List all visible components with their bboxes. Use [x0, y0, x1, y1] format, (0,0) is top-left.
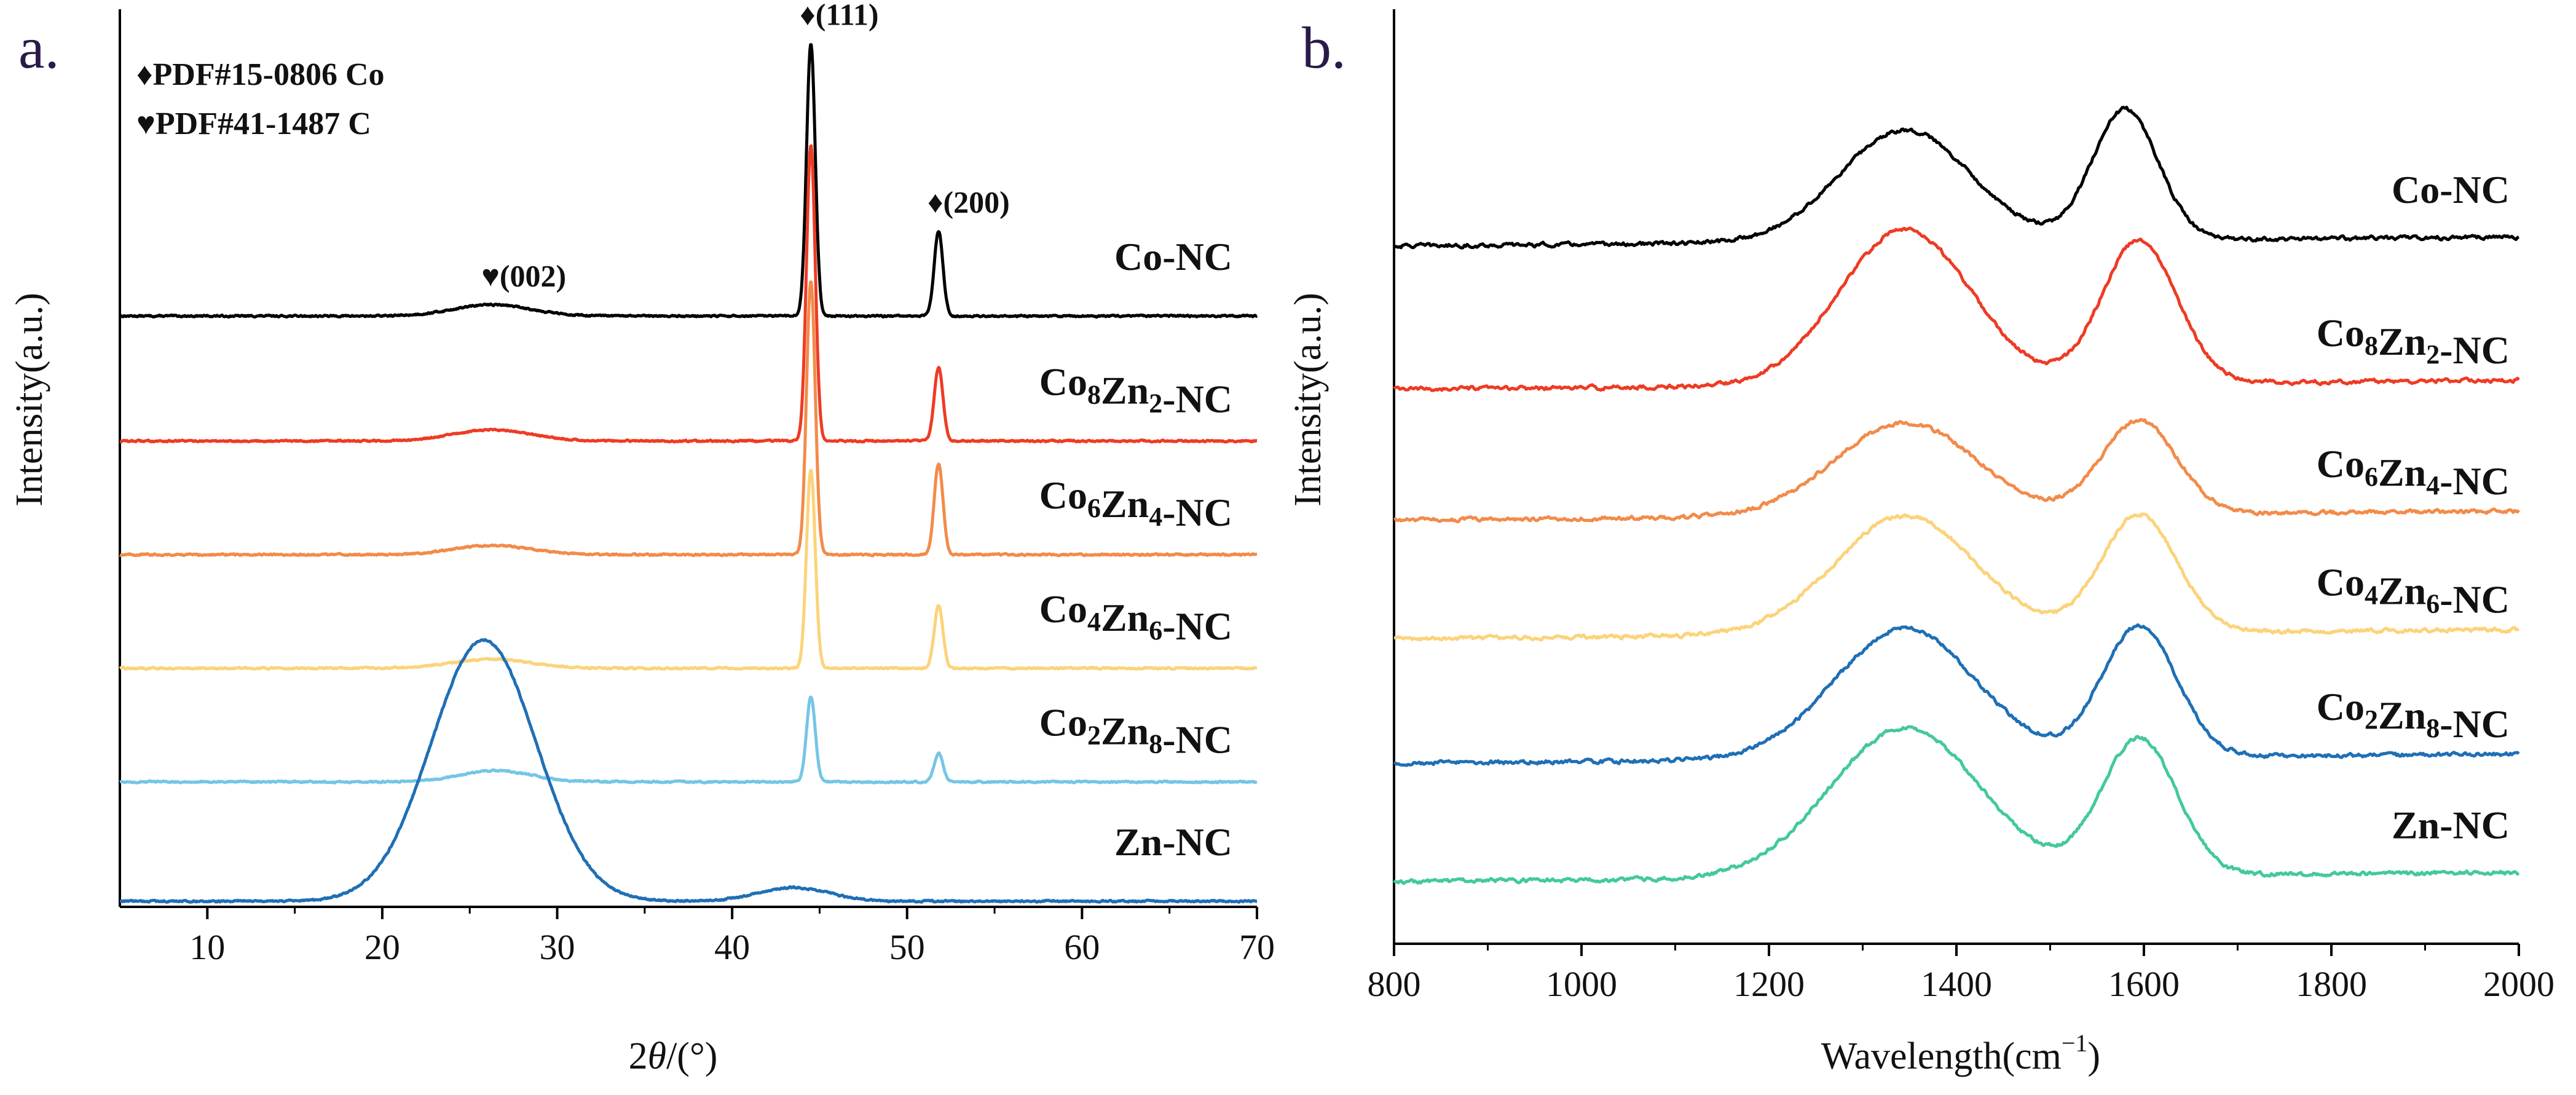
- x-title-prefix: 2: [629, 1035, 648, 1077]
- panel-b-letter: b.: [1302, 15, 1346, 81]
- x-tick-label: 50: [889, 927, 925, 967]
- x-tick-label: 800: [1368, 964, 1421, 1004]
- heart-icon: ♥: [481, 259, 500, 293]
- series-line-3: [1393, 512, 2519, 642]
- series-label-4: Co2Zn8-NC: [2317, 685, 2510, 746]
- series-label-1: Co8Zn2-NC: [1039, 360, 1232, 421]
- series-label-0: Co-NC: [2392, 168, 2510, 211]
- peak-label-0: ♥(002): [481, 259, 566, 293]
- panel-a-series-labels: Co-NC Co8Zn2-NC Co6Zn4-NC Co4Zn6-NC Co2Zn8-N…: [1039, 235, 1232, 864]
- legend-c-pdf: ♥PDF#41-1487 C: [136, 106, 371, 141]
- x-tick-label: 60: [1064, 927, 1100, 967]
- legend-co-pdf: ♦PDF#15-0806 Co: [136, 57, 385, 92]
- x-tick-label: 1800: [2296, 964, 2367, 1004]
- series-line-4: [119, 695, 1258, 785]
- series-line-2: [119, 280, 1258, 558]
- diamond-icon: ♦: [928, 184, 943, 219]
- panel-b-x-axis-title: Wavelength(cm−1): [1821, 1029, 2100, 1077]
- diamond-icon: ♦: [800, 0, 816, 31]
- peak-label-2: ♦(200): [928, 184, 1010, 219]
- series-label-4: Co2Zn8-NC: [1039, 701, 1232, 762]
- peak-label-1: ♦(111): [800, 0, 878, 31]
- x-title-theta: θ: [648, 1035, 666, 1077]
- series-line-5: [119, 638, 1258, 904]
- panel-b-series: [1393, 105, 2520, 885]
- x-tick-label: 70: [1239, 927, 1275, 967]
- series-label-1: Co8Zn2-NC: [2317, 311, 2510, 372]
- x-tick-label: 1200: [1733, 964, 1805, 1004]
- panel-a-y-axis-title: Intensity(a.u.): [9, 293, 50, 507]
- series-line-4: [1393, 623, 2520, 767]
- series-label-5: Zn-NC: [1114, 820, 1232, 864]
- series-label-2: Co6Zn4-NC: [1039, 473, 1232, 534]
- panel-a-x-axis-title: 2θ/(°): [629, 1035, 718, 1077]
- x-tick-label: 1600: [2108, 964, 2180, 1004]
- series-line-3: [119, 468, 1258, 671]
- series-line-1: [1393, 226, 2520, 392]
- series-line-5: [1393, 725, 2520, 885]
- series-label-5: Zn-NC: [2392, 804, 2510, 847]
- panel-a-letter: a.: [18, 15, 60, 81]
- series-label-3: Co4Zn6-NC: [2317, 560, 2510, 621]
- x-tick-label: 40: [714, 927, 750, 967]
- series-line-0: [119, 43, 1258, 319]
- series-line-1: [119, 144, 1258, 444]
- series-label-3: Co4Zn6-NC: [1039, 587, 1232, 648]
- x-tick-label: 20: [364, 927, 400, 967]
- panel-b-series-labels: Co-NC Co8Zn2-NC Co6Zn4-NC Co4Zn6-NC Co2Zn8-N…: [2317, 168, 2510, 847]
- heart-icon: ♥: [136, 106, 156, 141]
- series-line-0: [1393, 105, 2519, 250]
- x-tick-label: 2000: [2483, 964, 2554, 1004]
- panel-b-y-axis-title: Intensity(a.u.): [1287, 293, 1329, 507]
- panel-a-series: [119, 43, 1258, 904]
- panel-b-raman: b. Intensity(a.u.) Wavelength(cm−1) 800 1…: [1287, 9, 2554, 1077]
- series-line-2: [1393, 417, 2520, 524]
- x-title-suffix: /(°): [666, 1035, 717, 1077]
- x-tick-label: 1000: [1546, 964, 1617, 1004]
- x-tick-label: 30: [540, 927, 575, 967]
- panel-b-axes: 800 1000 1200 1400 1600 1800 2000: [1368, 9, 2554, 1004]
- panel-a-xrd: a. Intensity(a.u.) 2θ/(°) 10 20 30 40 50 60 70…: [9, 0, 1275, 1077]
- series-label-0: Co-NC: [1114, 235, 1232, 279]
- series-label-2: Co6Zn4-NC: [2317, 442, 2510, 503]
- panel-a-peak-annotations: ♥(002) ♦(111) ♦(200): [481, 0, 1010, 293]
- diamond-icon: ♦: [136, 57, 153, 92]
- x-tick-label: 10: [189, 927, 225, 967]
- x-tick-label: 1400: [1921, 964, 1992, 1004]
- panel-a-pdf-legend: ♦PDF#15-0806 Co ♥PDF#41-1487 C: [136, 57, 385, 141]
- panel-a-axes: 10 20 30 40 50 60 70: [119, 9, 1275, 967]
